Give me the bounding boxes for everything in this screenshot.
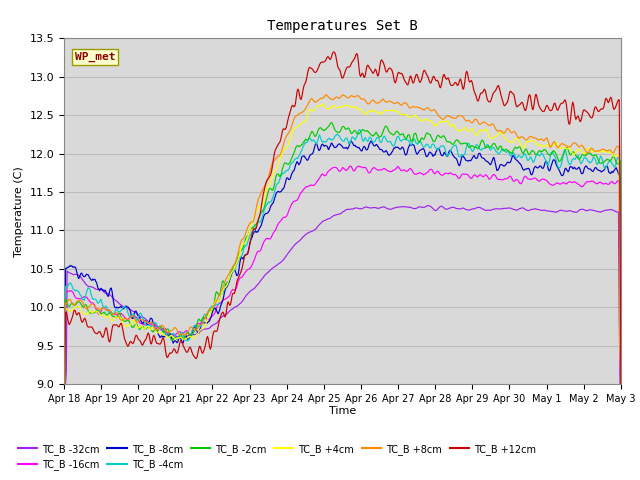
Y-axis label: Temperature (C): Temperature (C) xyxy=(14,166,24,257)
X-axis label: Time: Time xyxy=(329,407,356,417)
Title: Temperatures Set B: Temperatures Set B xyxy=(267,19,418,33)
Text: WP_met: WP_met xyxy=(75,52,116,62)
Legend: TC_B -32cm, TC_B -16cm, TC_B -8cm, TC_B -4cm, TC_B -2cm, TC_B +4cm, TC_B +8cm, T: TC_B -32cm, TC_B -16cm, TC_B -8cm, TC_B … xyxy=(18,444,536,470)
